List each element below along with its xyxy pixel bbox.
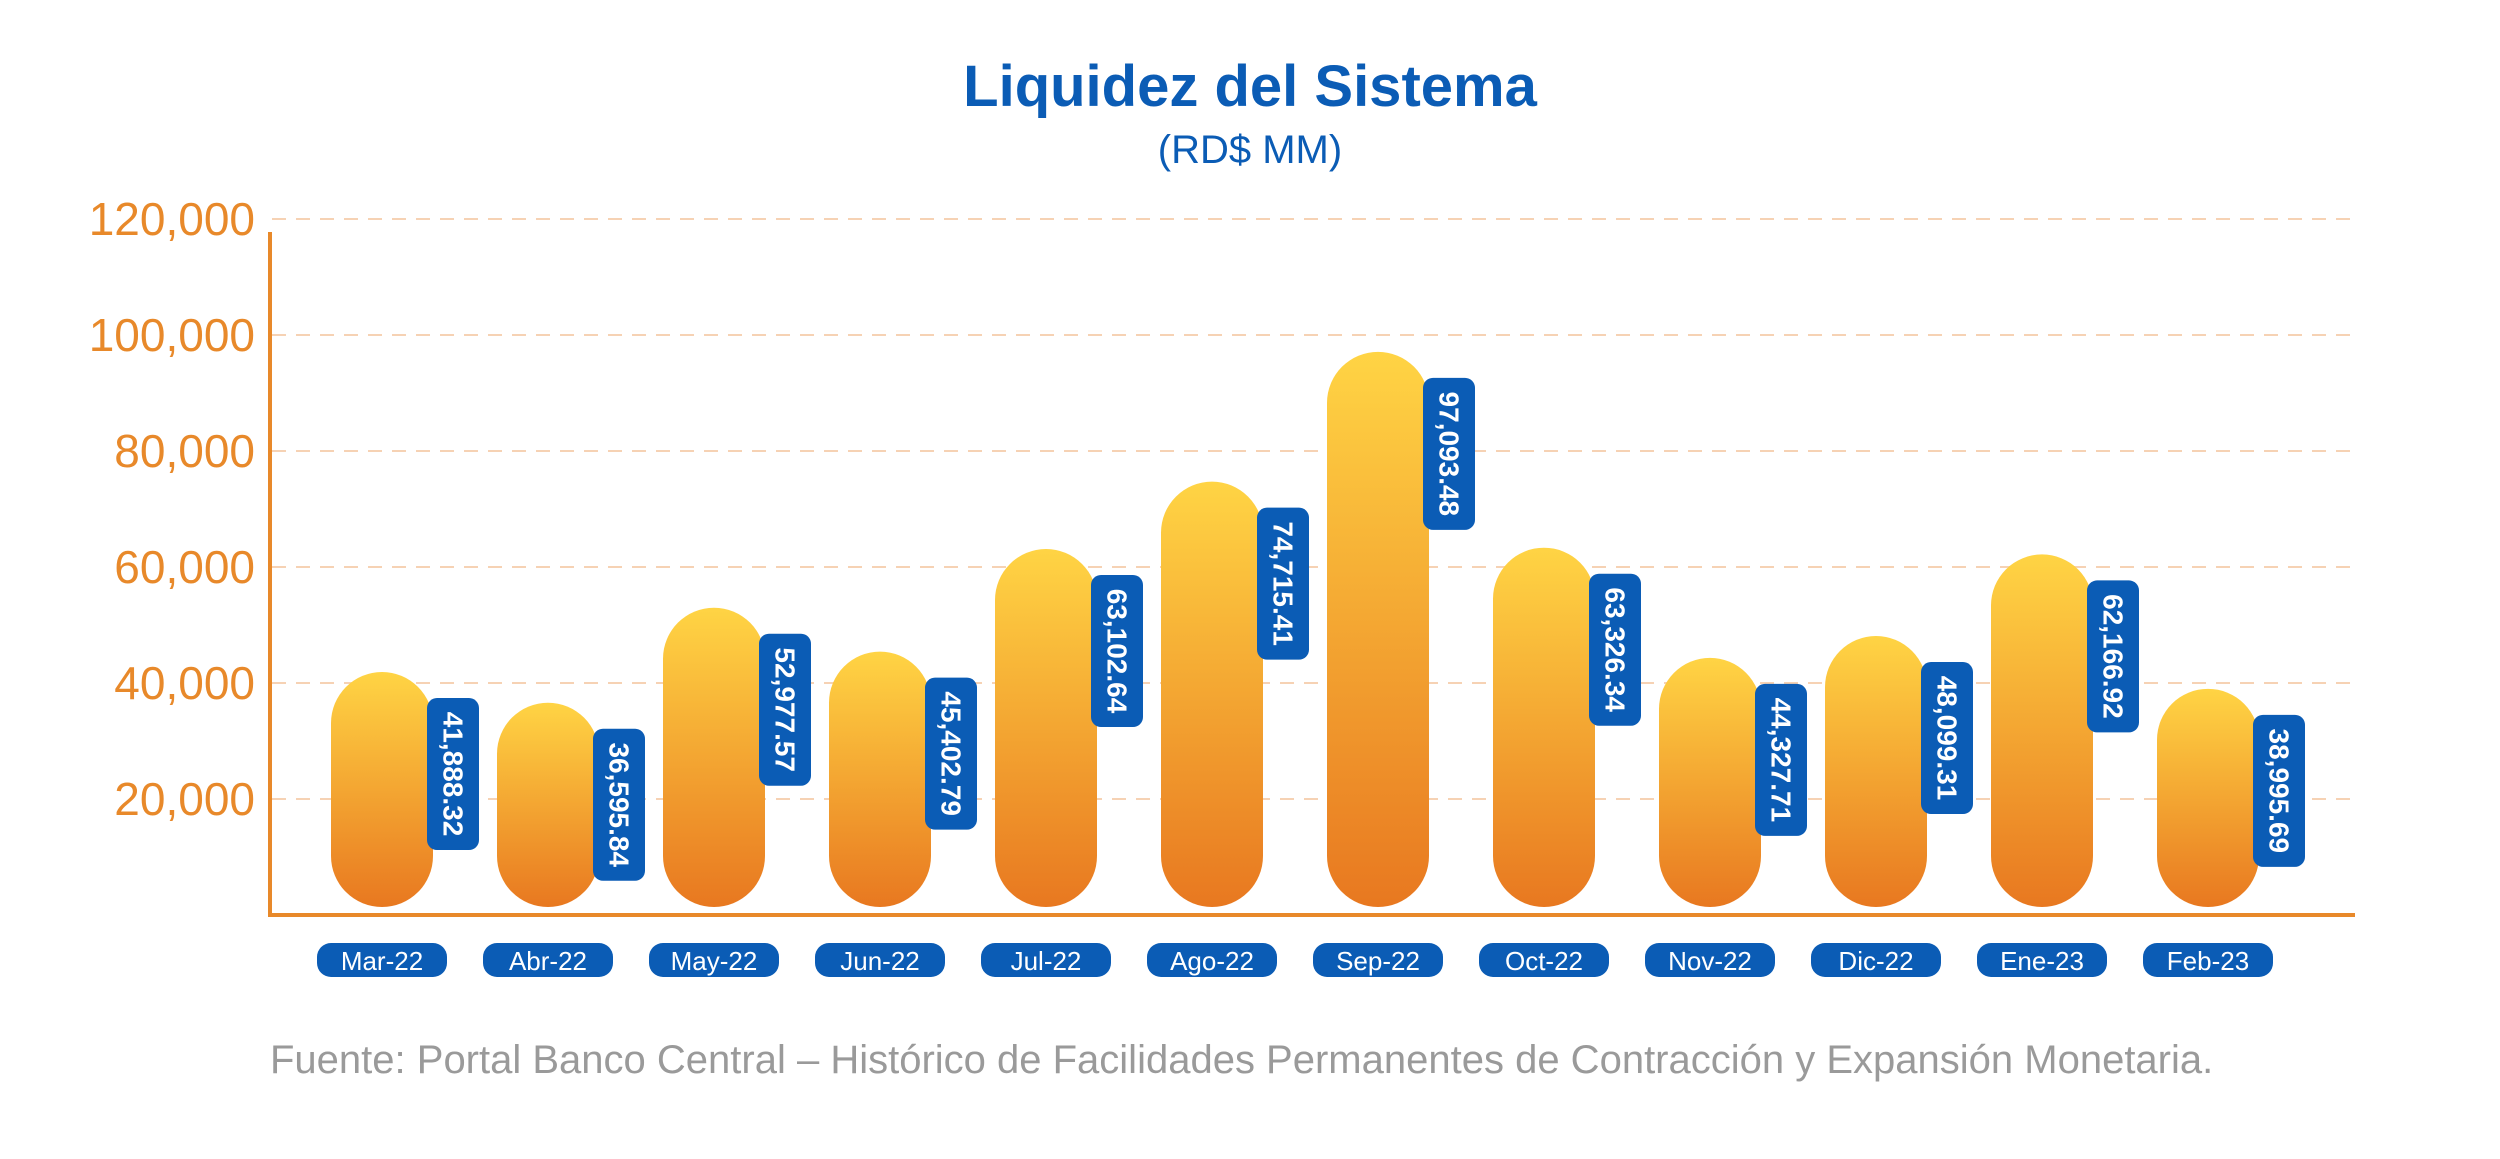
y-tick-labels: 20,000 40,000 60,000 80,000 100,000 120,000 xyxy=(89,193,255,825)
value-label: 45,402.79 xyxy=(936,691,967,816)
x-category-pill xyxy=(649,943,779,977)
value-label: 44,327.71 xyxy=(1766,698,1797,823)
bar xyxy=(995,549,1097,907)
bar xyxy=(1161,481,1263,907)
value-label-box xyxy=(1091,575,1143,728)
value-label: 63,326.34 xyxy=(1600,587,1631,712)
value-label-box xyxy=(1755,683,1807,836)
bar xyxy=(1493,547,1595,907)
value-label: 62,166.92 xyxy=(2098,594,2129,719)
chart-title: Liquidez del Sistema xyxy=(963,54,1537,119)
x-category-label: Jun-22 xyxy=(840,946,920,976)
x-category-label: Sep-22 xyxy=(1336,946,1420,976)
y-tick-label: 60,000 xyxy=(114,541,255,593)
value-label: 36,595.84 xyxy=(604,742,635,867)
y-tick-label: 100,000 xyxy=(89,309,255,361)
x-category-label: Abr-22 xyxy=(509,946,587,976)
value-label-box xyxy=(2087,580,2139,733)
bar xyxy=(663,607,765,907)
x-category-pill xyxy=(981,943,1111,977)
bar xyxy=(1991,554,2093,907)
value-label: 48,099.31 xyxy=(1932,676,1963,801)
value-label-box xyxy=(1921,662,1973,815)
bars xyxy=(331,351,2259,908)
x-category-pill xyxy=(483,943,613,977)
x-category-label: Feb-23 xyxy=(2167,946,2249,976)
bar xyxy=(331,672,433,907)
value-label-box xyxy=(1589,573,1641,726)
bar xyxy=(829,651,931,907)
value-label-box xyxy=(593,728,645,881)
x-category-labels: Mar-22 Abr-22 May-22 Jun-22 Jul-22 Ago-22 Sep-… xyxy=(317,943,2273,977)
value-label-box xyxy=(759,633,811,786)
bar xyxy=(1659,657,1761,907)
x-category-pill xyxy=(1147,943,1277,977)
bar xyxy=(2157,688,2259,907)
x-category-label: Ene-23 xyxy=(2000,946,2084,976)
axes xyxy=(268,232,2355,917)
x-category-label: Mar-22 xyxy=(341,946,423,976)
x-category-label: Jul-22 xyxy=(1011,946,1082,976)
x-category-pill xyxy=(815,943,945,977)
x-category-label: Oct-22 xyxy=(1505,946,1583,976)
x-category-pill xyxy=(1977,943,2107,977)
value-labels: 41,888.32 36,595.84 52,977.57 45,402.79 63,1… xyxy=(427,377,2305,881)
value-label-box xyxy=(2253,714,2305,867)
source-note: Fuente: Portal Banco Central – Histórico… xyxy=(270,1038,2214,1082)
x-category-pill xyxy=(1811,943,1941,977)
value-label: 63,102.64 xyxy=(1102,589,1133,714)
y-tick-label: 20,000 xyxy=(114,773,255,825)
x-category-label: Dic-22 xyxy=(1838,946,1913,976)
value-label-box xyxy=(1257,507,1309,660)
x-category-label: May-22 xyxy=(671,946,758,976)
bar xyxy=(497,702,599,907)
x-category-pill xyxy=(1313,943,1443,977)
x-category-label: Ago-22 xyxy=(1170,946,1254,976)
bar xyxy=(1327,351,1429,908)
x-category-pill xyxy=(317,943,447,977)
y-tick-label: 40,000 xyxy=(114,657,255,709)
x-category-pill xyxy=(1479,943,1609,977)
x-category-pill xyxy=(1645,943,1775,977)
y-tick-label: 120,000 xyxy=(89,193,255,245)
value-label: 38,995.69 xyxy=(2264,729,2295,854)
value-label: 41,888.32 xyxy=(438,712,469,837)
value-label-box xyxy=(1423,377,1475,530)
value-label-box xyxy=(925,677,977,830)
x-category-label: Nov-22 xyxy=(1668,946,1752,976)
x-category-pill xyxy=(2143,943,2273,977)
value-label: 74,715.41 xyxy=(1268,521,1299,646)
value-label: 52,977.57 xyxy=(770,647,801,772)
bar xyxy=(1825,636,1927,907)
value-label-box xyxy=(427,698,479,851)
chart-subtitle: (RD$ MM) xyxy=(1157,128,1343,172)
y-tick-label: 80,000 xyxy=(114,425,255,477)
value-label: 97,093.48 xyxy=(1434,392,1465,517)
